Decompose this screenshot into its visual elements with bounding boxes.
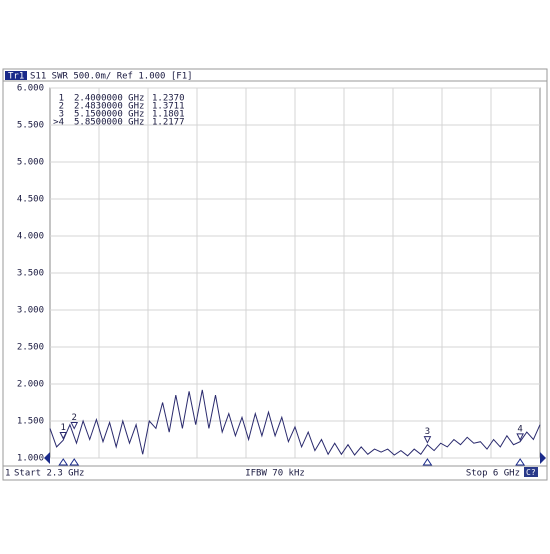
y-tick-label: 6.000 (17, 84, 44, 94)
marker-axis-indicator (58, 458, 69, 466)
reference-arrow-right (540, 452, 546, 464)
marker (516, 433, 524, 442)
trace-badge[interactable] (5, 71, 27, 80)
marker-table-id: >4 (53, 118, 64, 128)
channel-button[interactable] (524, 467, 538, 477)
trace (49, 389, 541, 457)
marker-label: 2 (72, 413, 77, 423)
marker-axis-indicator (422, 458, 433, 466)
stop-frequency: Stop 6 GHz (466, 469, 520, 479)
marker-table-value: 1.3711 (152, 102, 185, 112)
window-frame (2, 68, 548, 481)
marker-table-frequency: 5.1500000 GHz (74, 110, 144, 120)
y-tick-label: 2.500 (17, 343, 44, 353)
marker-label: 1 (61, 423, 66, 433)
marker-axis-indicator (515, 458, 526, 466)
y-tick-label: 5.500 (17, 121, 44, 131)
trace-header: S11 SWR 500.0m/ Ref 1.000 [F1] (30, 72, 193, 82)
marker-label: 4 (517, 424, 522, 434)
marker-table-id: 2 (59, 102, 64, 112)
channel-button-label[interactable]: C? (526, 468, 536, 477)
marker-label: 3 (425, 427, 430, 437)
marker-axis-indicator (69, 458, 80, 466)
marker-table-frequency: 2.4000000 GHz (74, 94, 144, 104)
marker (59, 431, 68, 440)
y-tick-label: 2.000 (17, 380, 44, 390)
marker-table-frequency: 5.8500000 GHz (74, 118, 144, 128)
channel-number: 1 (5, 469, 10, 479)
marker-table-frequency: 2.4830000 GHz (74, 102, 144, 112)
marker (70, 422, 79, 430)
ifbw: IFBW 70 kHz (245, 469, 305, 479)
y-tick-label: 4.500 (17, 195, 44, 205)
marker-table-id: 1 (59, 94, 64, 104)
y-tick-label: 5.000 (17, 158, 44, 168)
y-tick-label: 3.500 (17, 269, 44, 279)
marker-table-id: 3 (59, 110, 64, 120)
y-tick-label: 1.500 (17, 417, 44, 427)
y-tick-label: 3.000 (17, 306, 44, 316)
y-tick-label: 1.000 (17, 454, 44, 464)
marker-table-value: 1.2177 (152, 118, 185, 128)
marker-table-value: 1.2370 (152, 94, 185, 104)
marker (423, 436, 432, 444)
y-tick-label: 4.000 (17, 232, 44, 242)
trace-label[interactable]: Tr1 (8, 72, 24, 82)
start-frequency: Start 2.3 GHz (14, 469, 84, 479)
marker-table-value: 1.1801 (152, 110, 185, 120)
reference-arrow-left (44, 452, 50, 464)
